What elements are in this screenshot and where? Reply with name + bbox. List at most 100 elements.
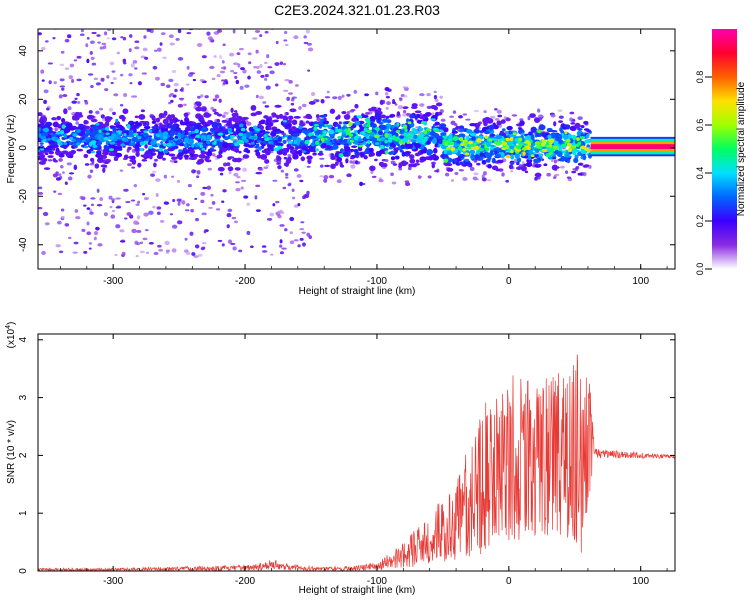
spectrogram-cell xyxy=(289,108,297,113)
spectrogram-cell xyxy=(444,172,450,177)
spectrogram-cell xyxy=(526,146,531,150)
spectrogram-cell xyxy=(126,212,132,216)
spectrogram-cell xyxy=(390,172,394,177)
spectrogram-cell xyxy=(103,212,108,217)
spectrogram-cell xyxy=(560,155,566,162)
svg-text:(x104): (x104) xyxy=(5,322,17,349)
spectrogram-cell xyxy=(566,142,572,147)
spectrogram-cell xyxy=(151,125,158,129)
spectrogram-cell xyxy=(583,164,590,167)
spectrogram-cell xyxy=(541,139,547,143)
spectrogram-cell xyxy=(351,160,357,165)
spectrogram-cell xyxy=(137,81,142,86)
spectrogram-cell xyxy=(240,127,246,132)
spectrogram-cell xyxy=(102,123,107,129)
spectrogram-cell xyxy=(122,137,126,141)
spectrogram-cell xyxy=(482,117,488,124)
spectrogram-cell xyxy=(323,178,328,183)
spectrogram-cell xyxy=(577,128,583,131)
spectrogram-cell xyxy=(394,136,400,142)
spectrogram-cell xyxy=(86,58,90,64)
spectrogram-cell xyxy=(63,108,68,115)
spectrogram-cell xyxy=(140,109,145,113)
spectrogram-cell xyxy=(54,141,58,145)
spectrogram-cell xyxy=(135,143,140,148)
spectrogram-cell xyxy=(43,99,47,105)
spectrogram-cell xyxy=(303,35,307,39)
spectrogram-cell xyxy=(243,195,249,199)
spectrogram-cell xyxy=(201,212,207,216)
spectrogram-cell xyxy=(275,200,280,204)
spectrogram-cell xyxy=(170,99,174,103)
spectrogram-cell xyxy=(285,176,289,179)
spectrogram-cell xyxy=(96,34,101,37)
spectrogram-cell xyxy=(570,122,576,125)
spectrogram-cell xyxy=(135,151,140,157)
spectrogram-cell xyxy=(337,114,341,120)
spectrogram-cell xyxy=(303,194,307,198)
spectrogram-cell xyxy=(580,134,586,137)
spectrogram-cell xyxy=(274,139,279,144)
spectrogram-cell xyxy=(212,98,218,102)
spectrogram-cell xyxy=(264,137,270,142)
spectrogram-cell xyxy=(119,169,124,172)
spectrogram-cell xyxy=(234,75,238,79)
spectrogram-cell xyxy=(484,152,490,158)
spectrogram-cell xyxy=(443,158,449,163)
spectrogram-cell xyxy=(91,62,97,66)
spectrogram-cell xyxy=(389,113,396,118)
spectrogram-cell xyxy=(62,94,68,98)
spectrogram-cell xyxy=(241,157,245,160)
spectrogram-cell xyxy=(481,159,487,165)
spectrogram-cell xyxy=(554,173,560,177)
spectrogram-cell xyxy=(574,154,579,159)
spectrogram-cell xyxy=(479,130,484,134)
spectrogram-cell xyxy=(143,35,147,39)
spectrogram-cell xyxy=(92,141,96,146)
spectrogram-cell xyxy=(72,133,78,137)
spectrogram-cell xyxy=(350,156,355,160)
spectrogram-cell xyxy=(112,136,118,142)
spectrogram-cell xyxy=(577,141,582,146)
spectrogram-cell xyxy=(74,97,78,101)
spectrogram-cell xyxy=(252,125,258,130)
spectrogram-cell xyxy=(425,128,432,132)
spectrogram-cell xyxy=(538,124,546,131)
spectrogram-cell xyxy=(177,103,184,108)
spectrogram-cell xyxy=(69,63,75,68)
spectrogram-cell xyxy=(176,198,182,202)
spectrogram-cell xyxy=(119,240,125,243)
spectrogram-cell xyxy=(91,31,97,35)
spectrogram-cell xyxy=(433,147,438,154)
spectrogram-cell xyxy=(495,135,503,140)
spectrogram-cell xyxy=(38,186,43,190)
spectrogram-cell xyxy=(506,125,513,131)
spectrogram-cell xyxy=(304,130,309,136)
spectrogram-cell xyxy=(210,127,214,131)
spectrogram-cell xyxy=(61,124,66,129)
spectrogram-cell xyxy=(530,154,535,158)
spectrogram-cell xyxy=(48,150,55,155)
spectrogram-cell xyxy=(86,231,92,236)
spectrogram-cell xyxy=(114,253,118,257)
spectrogram-cell xyxy=(366,143,370,149)
spectrogram-cell xyxy=(274,62,280,66)
spectrogram-cell xyxy=(369,165,376,172)
spectrogram-cell xyxy=(71,100,77,104)
spectrogram-cell xyxy=(61,150,69,154)
spectrogram-cell xyxy=(379,124,387,131)
spectrogram-cell xyxy=(70,112,76,115)
spectrogram-cell xyxy=(258,167,264,172)
spectrogram-cell xyxy=(226,162,231,167)
spectrogram-cell xyxy=(41,79,45,82)
spectrogram-cell xyxy=(574,167,579,172)
spectrogram-cell xyxy=(255,209,261,213)
spectrogram-cell xyxy=(83,119,89,125)
spectrogram-cell xyxy=(136,135,142,139)
spectrogram-cell xyxy=(292,196,296,200)
spectrogram-cell xyxy=(405,182,411,187)
spectrogram-cell xyxy=(236,118,240,125)
spectrogram-cell xyxy=(274,104,282,108)
spectrogram-cell xyxy=(106,37,111,40)
spectrogram-cell xyxy=(46,107,50,111)
